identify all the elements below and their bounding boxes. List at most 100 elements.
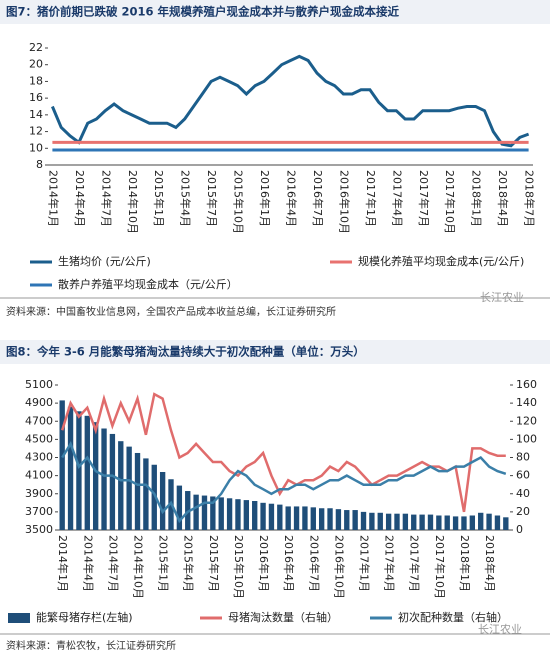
bar bbox=[67, 406, 74, 530]
bar bbox=[427, 514, 434, 530]
x-tick-label: 2017年7月 bbox=[417, 170, 431, 227]
bar bbox=[461, 516, 467, 530]
bar bbox=[385, 513, 392, 530]
y-tick-label: 3700 bbox=[25, 505, 53, 518]
series-line bbox=[51, 54, 530, 148]
y-tick-label: 16 bbox=[29, 91, 43, 104]
bar bbox=[260, 502, 266, 530]
legend-label: 散养户养殖平均现金成本（元/公斤） bbox=[58, 277, 238, 291]
y-tick-label: 4500 bbox=[25, 432, 53, 445]
watermark: 长江农业 bbox=[478, 622, 522, 636]
y-tick-label: 14 bbox=[29, 108, 43, 121]
bar bbox=[444, 515, 450, 530]
bar bbox=[293, 506, 300, 530]
legend-label: 能繁母猪存栏(左轴) bbox=[36, 610, 133, 624]
x-tick-label: 2014年10月 bbox=[132, 535, 146, 599]
bar bbox=[469, 515, 476, 530]
bar bbox=[394, 513, 400, 530]
y-tick-label: 20 bbox=[29, 58, 43, 71]
bar bbox=[327, 508, 333, 530]
bar bbox=[344, 510, 350, 530]
y-tick-label: 3900 bbox=[25, 487, 53, 500]
x-tick-label: 2015年7月 bbox=[205, 170, 219, 227]
bar bbox=[151, 464, 157, 530]
legend-label: 规模化养殖平均现金成本(元/公斤) bbox=[358, 254, 524, 268]
y2-tick-label: 60 bbox=[516, 469, 530, 482]
x-tick-label: 2017年4月 bbox=[390, 170, 404, 227]
x-tick-label: 2015年10月 bbox=[232, 535, 246, 599]
y2-tick-label: 0 bbox=[516, 523, 523, 536]
bar bbox=[277, 504, 283, 530]
x-tick-label: 2014年10月 bbox=[126, 170, 140, 234]
legend-label: 母猪淘汰数量（右轴） bbox=[228, 610, 338, 624]
x-tick-label: 2014年1月 bbox=[46, 170, 60, 227]
x-tick-label: 2018年1月 bbox=[458, 535, 472, 592]
bar bbox=[134, 452, 141, 530]
y2-tick-label: 140 bbox=[516, 396, 537, 409]
x-tick-label: 2016年10月 bbox=[332, 535, 346, 599]
bar bbox=[436, 515, 442, 530]
x-tick-label: 2017年1月 bbox=[358, 535, 372, 592]
bar bbox=[226, 498, 233, 530]
bar bbox=[218, 497, 224, 530]
x-tick-label: 2018年1月 bbox=[470, 170, 484, 227]
x-tick-label: 2016年4月 bbox=[282, 535, 296, 592]
legend-swatch bbox=[8, 613, 30, 623]
x-tick-label: 2015年1月 bbox=[157, 535, 171, 592]
x-tick-label: 2016年10月 bbox=[337, 170, 351, 234]
x-tick-label: 2015年4月 bbox=[182, 535, 196, 592]
bar bbox=[310, 507, 316, 530]
bar bbox=[84, 415, 90, 530]
bar bbox=[402, 513, 409, 530]
x-tick-label: 2015年1月 bbox=[152, 170, 166, 227]
bar bbox=[486, 513, 492, 530]
y-tick-label: 8 bbox=[36, 158, 43, 171]
y-tick-label: 10 bbox=[29, 141, 43, 154]
y-tick-label: 4300 bbox=[25, 451, 53, 464]
legend-label: 初次配种数量（右轴） bbox=[398, 610, 508, 624]
bar bbox=[176, 485, 183, 530]
chart-title: 图8：今年 3-6 月能繁母猪淘汰量持续大于初次配种量（单位：万头） bbox=[6, 345, 365, 359]
y-tick-label: 5100 bbox=[25, 378, 53, 391]
x-tick-label: 2018年4月 bbox=[483, 535, 497, 592]
y2-tick-label: 80 bbox=[516, 451, 530, 464]
y2-tick-label: 120 bbox=[516, 414, 537, 427]
bar bbox=[452, 516, 459, 530]
bar bbox=[369, 512, 375, 530]
y-tick-label: 3500 bbox=[25, 523, 53, 536]
bar bbox=[101, 428, 107, 530]
bar bbox=[352, 510, 358, 530]
bar bbox=[360, 511, 367, 530]
y-tick-label: 4700 bbox=[25, 414, 53, 427]
x-tick-label: 2014年4月 bbox=[73, 170, 87, 227]
x-tick-label: 2017年10月 bbox=[443, 170, 457, 234]
bar bbox=[235, 499, 241, 530]
y2-tick-label: 20 bbox=[516, 505, 530, 518]
y-tick-label: 4900 bbox=[25, 396, 53, 409]
x-tick-label: 2017年10月 bbox=[433, 535, 447, 599]
legend-label: 生猪均价 (元/公斤) bbox=[58, 254, 151, 268]
y2-tick-label: 100 bbox=[516, 432, 537, 445]
title-band bbox=[0, 0, 550, 24]
bar bbox=[335, 509, 342, 530]
bar bbox=[92, 422, 99, 530]
y-tick-label: 18 bbox=[29, 74, 43, 87]
x-tick-label: 2017年4月 bbox=[383, 535, 397, 592]
watermark: 长江农业 bbox=[480, 290, 524, 304]
bar bbox=[494, 515, 501, 530]
source: 资料来源：中国畜牧业信息网，全国农产品成本收益总编，长江证券研究所 bbox=[6, 305, 336, 318]
title-band bbox=[0, 340, 550, 364]
x-tick-label: 2016年1月 bbox=[258, 170, 272, 227]
bar bbox=[285, 506, 291, 530]
bar bbox=[159, 472, 166, 530]
y2-tick-label: 40 bbox=[516, 487, 530, 500]
bar bbox=[302, 506, 308, 530]
x-tick-label: 2016年7月 bbox=[311, 170, 325, 227]
bar bbox=[126, 446, 132, 530]
bar bbox=[76, 411, 82, 530]
bar bbox=[109, 433, 116, 530]
x-tick-label: 2016年4月 bbox=[285, 170, 299, 227]
x-tick-label: 2018年7月 bbox=[523, 170, 537, 227]
x-tick-label: 2015年10月 bbox=[232, 170, 246, 234]
x-tick-label: 2017年1月 bbox=[364, 170, 378, 227]
